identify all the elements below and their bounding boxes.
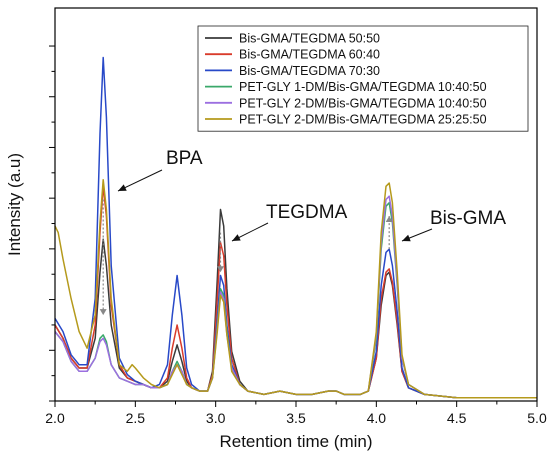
- legend: Bis-GMA/TEGDMA 50:50 Bis-GMA/TEGDMA 60:40…: [197, 25, 529, 132]
- legend-label: PET-GLY 2-DM/Bis-GMA/TEGDMA 25:25:50: [239, 113, 487, 127]
- bpa-trend-arrow-head: [99, 309, 107, 316]
- x-tick-label: 4.5: [447, 410, 467, 426]
- annotation-arrow-head: [402, 234, 411, 242]
- annotation-label: BPA: [166, 148, 203, 169]
- y-axis-title: Intensity (a.u): [5, 153, 24, 256]
- series-layer: [54, 56, 537, 399]
- x-tick-label: 4.0: [367, 410, 387, 426]
- legend-label: Bis-GMA/TEGDMA 70:30: [239, 64, 380, 78]
- annotation-arrows-layer: [99, 199, 393, 316]
- bisgma-trend-arrow-head: [385, 216, 393, 223]
- annotation-arrow-head: [232, 234, 241, 241]
- annotation-label: TEGDMA: [266, 202, 348, 223]
- legend-label: PET-GLY 1-DM/Bis-GMA/TEGDMA 10:40:50: [239, 80, 487, 94]
- x-tick-label: 5.0: [527, 410, 547, 426]
- series-line-4: [54, 202, 537, 399]
- series-line-5: [54, 195, 537, 399]
- series-line-3: [54, 56, 537, 399]
- annotation-arrow-line: [117, 169, 163, 192]
- axis-ticks-layer: 2.0 2.5 3.0 3.5 4.0 4.5 5.0: [45, 45, 547, 426]
- x-tick-label: 3.5: [286, 410, 306, 426]
- annotation-arrow-head: [118, 184, 127, 191]
- legend-label: PET-GLY 2-DM/Bis-GMA/TEGDMA 10:40:50: [239, 96, 487, 110]
- x-axis-title: Retention time (min): [219, 432, 372, 451]
- series-line-6: [54, 178, 537, 399]
- annotation-label: Bis-GMA: [430, 208, 506, 229]
- series-line-1: [54, 208, 537, 399]
- annotation-labels-layer: BPA TEGDMA Bis-GMA: [117, 148, 506, 242]
- x-tick-label: 3.0: [206, 410, 226, 426]
- x-tick-label: 2.0: [45, 410, 65, 426]
- legend-label: Bis-GMA/TEGDMA 50:50: [239, 32, 380, 46]
- legend-box: [197, 25, 529, 132]
- x-tick-label: 2.5: [126, 410, 146, 426]
- tegdma-trend-arrow-head: [216, 266, 224, 273]
- legend-label: Bis-GMA/TEGDMA 60:40: [239, 48, 380, 62]
